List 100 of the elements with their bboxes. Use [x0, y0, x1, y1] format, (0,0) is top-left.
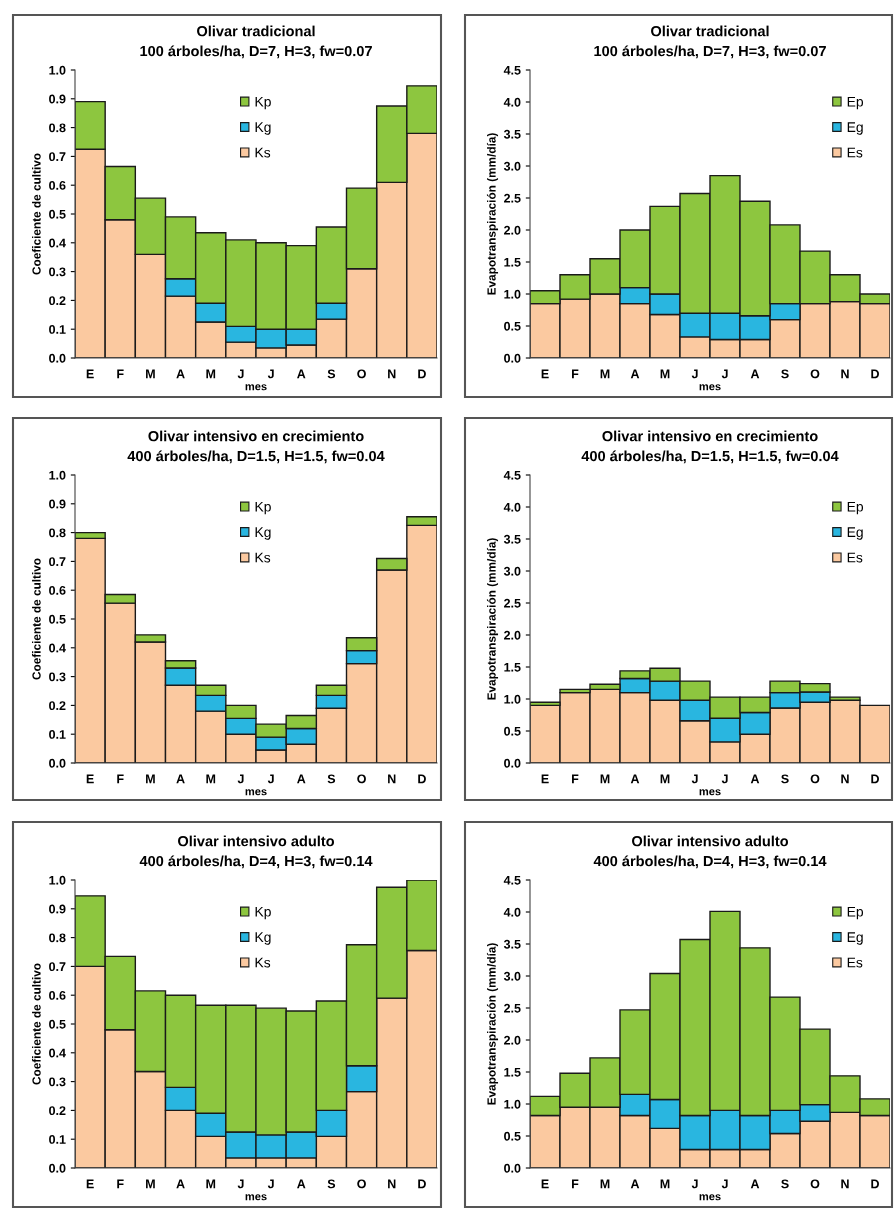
y-tick-label: 0.5 [49, 1019, 66, 1029]
chart-title: Olivar tradicional 100 árboles/ha, D=7, H=3, fw=0.07 [140, 25, 372, 59]
x-tick-label: S [781, 774, 789, 784]
y-tick-label: 0.1 [49, 730, 66, 739]
y-tick-label: 4.5 [503, 65, 521, 75]
y-tick-label: 2.0 [504, 225, 521, 235]
y-tick-label: 0.6 [49, 991, 66, 1000]
y-tick-label: 0.3 [49, 267, 66, 277]
x-tick-label: S [327, 1179, 336, 1189]
x-tick-label: D [871, 369, 879, 379]
x-tick-label: J [691, 1179, 698, 1189]
y-tick-label: 0.6 [49, 586, 66, 595]
x-axis-title: mes [245, 789, 267, 796]
x-tick-label: A [176, 1179, 185, 1189]
x-tick-label: A [176, 774, 185, 784]
x-tick-label: A [630, 1179, 640, 1189]
y-tick-label: 0.5 [49, 614, 66, 624]
y-tick-label: 0.0 [49, 758, 66, 768]
legend-label: Es [847, 147, 863, 158]
legend-label: Kp [255, 906, 271, 920]
y-axis-title: Coeficiente de cultivo [32, 963, 41, 1085]
x-tick-label: A [176, 369, 185, 379]
x-tick-label: E [541, 1179, 549, 1189]
y-tick-label: 2.5 [504, 598, 521, 608]
x-tick-label: E [541, 774, 549, 784]
y-tick-label: 0.7 [49, 557, 66, 567]
y-tick-label: 4.5 [503, 470, 521, 480]
x-tick-label: O [357, 369, 366, 379]
legend-label: Kg [255, 932, 271, 945]
y-tick-label: 0.2 [49, 701, 66, 711]
legend-label: Eg [847, 122, 863, 135]
x-tick-label: A [630, 369, 640, 379]
x-tick-label: E [86, 774, 94, 784]
y-tick-label: 4.0 [503, 97, 521, 107]
y-tick-label: 0.7 [49, 152, 66, 162]
x-tick-label: F [117, 369, 124, 379]
x-tick-label: O [810, 1179, 820, 1189]
x-tick-label: O [810, 369, 820, 379]
legend-label: Eg [847, 932, 863, 945]
x-tick-label: M [206, 774, 216, 784]
x-axis-title: mes [699, 1194, 721, 1201]
x-tick-label: M [600, 774, 610, 784]
y-tick-label: 0.4 [49, 643, 66, 653]
x-tick-label: E [86, 369, 94, 379]
y-tick-label: 1.0 [504, 694, 521, 704]
legend-label: Kg [255, 122, 271, 135]
x-tick-label: A [630, 774, 640, 784]
x-tick-label: J [267, 1179, 274, 1189]
chart-title: Olivar intensivo adulto 400 árboles/ha, D=4, H=3, fw=0.14 [593, 835, 827, 869]
x-tick-label: S [781, 1179, 789, 1189]
y-tick-label: 2.0 [504, 1035, 521, 1045]
x-tick-label: M [146, 774, 155, 784]
x-tick-label: S [327, 774, 336, 784]
y-tick-label: 4.0 [503, 907, 521, 917]
x-tick-label: J [691, 369, 698, 379]
x-tick-label: M [146, 1179, 155, 1189]
x-tick-label: S [327, 369, 336, 379]
y-tick-label: 3.0 [503, 971, 521, 981]
y-tick-label: 1.0 [49, 875, 66, 885]
x-tick-label: E [541, 369, 549, 379]
y-tick-label: 3.5 [503, 534, 521, 544]
y-tick-label: 0.0 [504, 1163, 521, 1173]
x-tick-label: M [206, 369, 216, 379]
y-axis-title: Coeficiente de cultivo [32, 558, 41, 680]
x-tick-label: M [600, 1179, 610, 1189]
y-tick-label: 1.5 [504, 1067, 521, 1077]
x-tick-label: J [237, 774, 244, 784]
x-tick-label: J [721, 774, 728, 784]
y-tick-label: 1.0 [504, 289, 521, 299]
x-tick-label: M [206, 1179, 216, 1189]
y-tick-label: 0.2 [49, 296, 66, 306]
legend-label: Kp [255, 501, 271, 515]
chart-title: Olivar intensivo adulto 400 árboles/ha, D=4, H=3, fw=0.14 [139, 835, 373, 869]
y-axis-title: Coeficiente de cultivo [32, 153, 41, 275]
x-tick-label: E [86, 1179, 94, 1189]
y-tick-label: 0.3 [49, 672, 66, 682]
y-tick-label: 0.3 [49, 1077, 66, 1087]
y-tick-label: 0.0 [49, 1163, 66, 1173]
y-tick-label: 0.5 [49, 209, 66, 219]
x-tick-label: M [146, 369, 155, 379]
legend-label: Ks [255, 147, 271, 158]
y-tick-label: 0.8 [49, 933, 66, 943]
x-tick-label: D [871, 1179, 879, 1189]
x-tick-label: A [750, 369, 760, 379]
x-tick-label: M [600, 369, 610, 379]
x-tick-label: N [388, 1179, 396, 1189]
x-tick-label: F [117, 774, 124, 784]
y-axis-title: Evapotranspiración (mm/día) [486, 943, 499, 1105]
x-tick-label: J [691, 774, 698, 784]
y-tick-label: 1.0 [49, 470, 66, 480]
y-tick-label: 3.0 [503, 161, 521, 171]
legend-label: Ks [255, 957, 271, 968]
y-tick-label: 1.5 [504, 257, 521, 267]
y-tick-label: 4.0 [503, 502, 521, 512]
y-tick-label: 0.9 [49, 94, 66, 104]
legend-label: Ks [255, 552, 271, 563]
y-tick-label: 1.0 [504, 1099, 521, 1109]
legend-label: Ep [847, 501, 864, 515]
legend-label: Kp [255, 96, 271, 110]
x-tick-label: A [750, 774, 760, 784]
